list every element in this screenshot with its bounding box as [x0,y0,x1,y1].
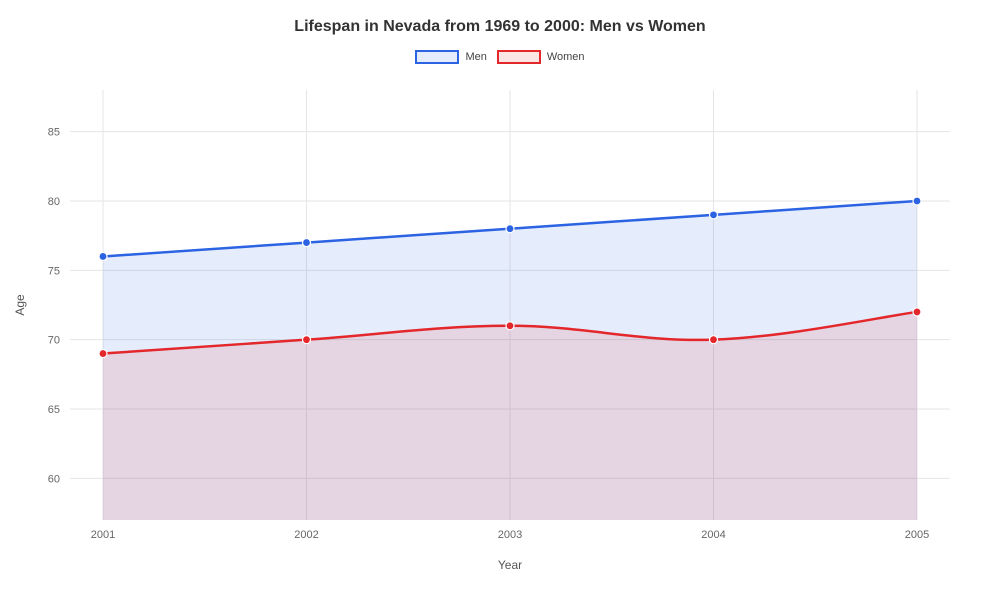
series-marker [303,336,311,344]
legend-swatch-men [415,50,459,64]
series-marker [99,252,107,260]
series-marker [303,239,311,247]
series-marker [913,308,921,316]
y-tick-label: 65 [48,404,60,416]
legend-label-women: Women [547,51,585,63]
legend-label-men: Men [465,51,486,63]
chart-title: Lifespan in Nevada from 1969 to 2000: Me… [0,0,1000,36]
x-tick-label: 2002 [294,529,318,541]
y-axis-title: Age [13,294,27,315]
legend-item-women: Women [497,50,585,64]
series-marker [710,336,718,344]
chart-legend: Men Women [0,50,1000,64]
y-tick-label: 80 [48,196,60,208]
plot-area: 60657075808520012002200320042005 [70,90,950,520]
legend-item-men: Men [415,50,486,64]
y-tick-label: 75 [48,265,60,277]
x-tick-label: 2005 [905,529,929,541]
x-tick-label: 2004 [701,529,725,541]
y-tick-label: 60 [48,473,60,485]
series-marker [99,350,107,358]
series-marker [913,197,921,205]
y-tick-label: 70 [48,335,60,347]
x-tick-label: 2001 [91,529,115,541]
x-tick-label: 2003 [498,529,522,541]
series-marker [710,211,718,219]
series-marker [506,225,514,233]
x-axis-title: Year [498,558,522,572]
chart-svg: 60657075808520012002200320042005 [70,90,950,520]
legend-swatch-women [497,50,541,64]
y-tick-label: 85 [48,127,60,139]
series-marker [506,322,514,330]
